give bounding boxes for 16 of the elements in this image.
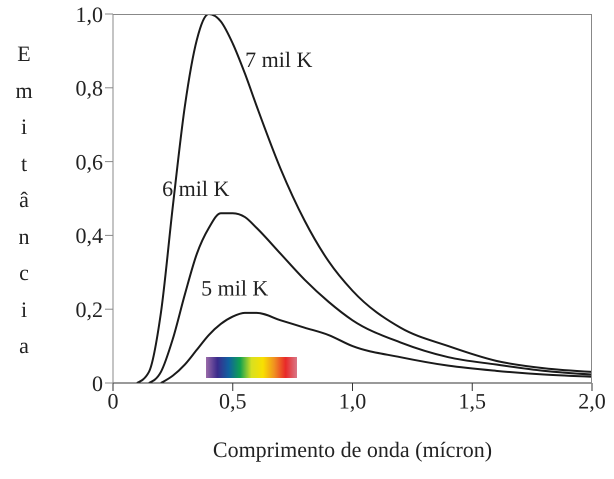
text: Emitância [15,41,33,358]
x-axis-title: Comprimento de onda (mícron) [212,437,492,462]
y-tick-label: 0 [92,370,103,396]
series-label: 5 mil K [201,276,268,301]
y-tick-label: 0,6 [76,149,103,174]
y-tick-label: 0,4 [76,223,103,248]
x-tick-label: 0,5 [219,388,246,414]
x-tick-label: 0 [108,388,118,414]
y-tick-label: 0,2 [76,297,103,322]
x-tick-label: 2,0 [578,388,606,414]
x-tick-label: 1,0 [338,388,366,414]
x-tick-label: 1,5 [458,388,486,414]
series-label: 6 mil K [162,176,230,202]
series-label: 7 mil K [245,46,313,72]
y-tick-label: 1,0 [76,2,103,27]
y-tick-label: 0,8 [76,76,103,101]
